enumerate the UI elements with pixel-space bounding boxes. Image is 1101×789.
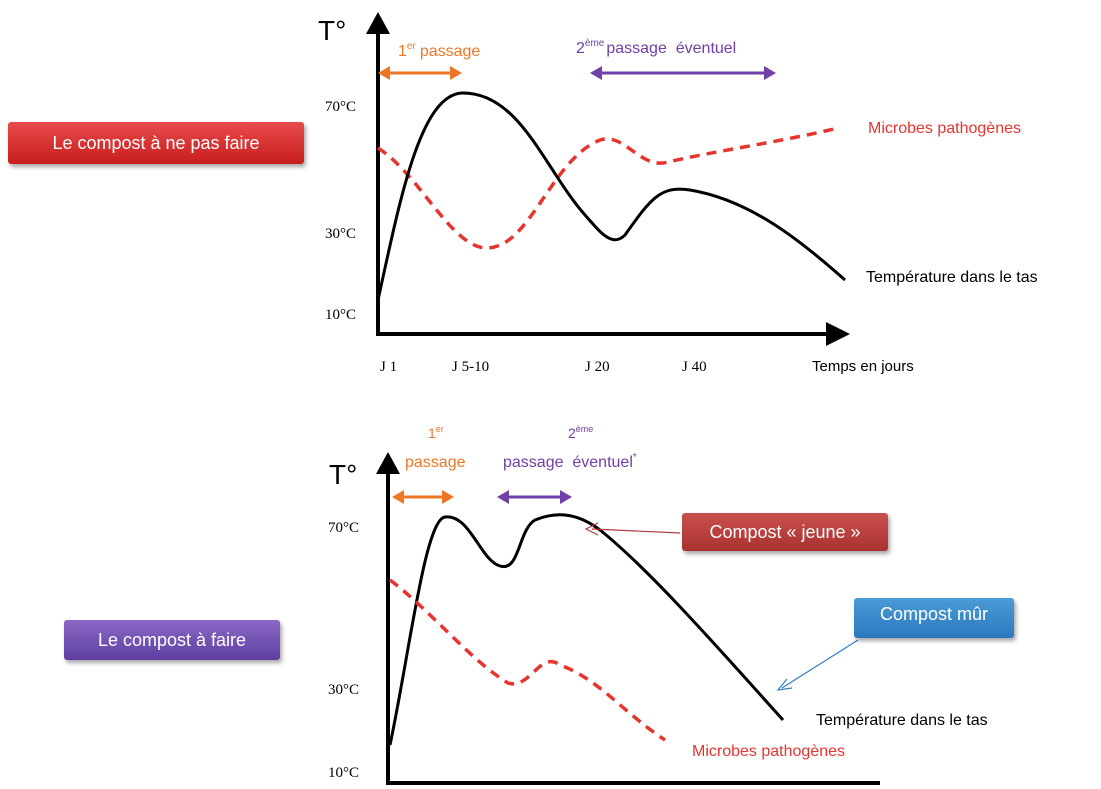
young-compost-arrowhead <box>584 522 599 536</box>
top-y-axis-label: T° <box>318 15 346 46</box>
badge-young-compost: Compost « jeune » <box>682 513 888 551</box>
top-passage-2-sup: ème <box>585 38 605 49</box>
bottom-passage-2-arrow-right <box>560 490 572 504</box>
top-xtick-j5-10: J 5-10 <box>452 359 489 375</box>
top-passage-1-arrow-right <box>450 66 462 80</box>
top-x-axis-arrow <box>826 322 850 346</box>
bottom-microbes-label: Microbes pathogènes <box>692 743 845 760</box>
bottom-passage-1-sup: er <box>436 424 444 434</box>
bottom-passage-1-arrow-left <box>392 490 404 504</box>
badge-young-compost-label: Compost « jeune » <box>709 521 861 542</box>
bottom-passage-2-arrow-left <box>497 490 509 504</box>
bottom-y-axis-label: T° <box>329 459 357 490</box>
bottom-microbes-curve <box>388 578 666 742</box>
top-passage-1-word: passage <box>420 43 481 60</box>
top-chart: T° 70°C 30°C 10°C 1er passage 2ème passage… <box>318 12 1038 375</box>
top-passage-1-num: 1 <box>398 43 407 60</box>
badge-compost-to-do: Le compost à faire <box>64 620 280 660</box>
bottom-chart: T° 70°C 30°C 10°C 1er passage 2ème passa… <box>328 424 988 785</box>
top-passage-1-arrow-left <box>378 66 390 80</box>
bottom-passage-1-arrow-right <box>442 490 454 504</box>
badge-compost-to-do-label: Le compost à faire <box>97 629 247 650</box>
badge-compost-not-to-do-label: Le compost à ne pas faire <box>52 132 260 153</box>
top-passage-1-label: 1er passage <box>398 41 480 60</box>
bottom-passage-2-word-line: passage éventuel* <box>503 452 637 471</box>
bottom-passage-1-num: 1 <box>428 425 436 441</box>
top-temperature-label: Température dans le tas <box>866 269 1038 286</box>
top-microbes-curve <box>377 126 839 250</box>
bottom-ytick-10: 10°C <box>328 765 359 781</box>
top-xtick-j1: J 1 <box>380 359 397 375</box>
top-passage-1-sup: er <box>407 41 417 52</box>
bottom-passage-1-word: passage <box>405 454 466 471</box>
badge-mature-compost-label: Compost mûr <box>879 604 989 624</box>
bottom-passage-2-sup: ème <box>576 424 594 434</box>
top-microbes-label: Microbes pathogènes <box>868 120 1021 137</box>
bottom-passage-2-mark: * <box>633 452 637 463</box>
bottom-passage-2-word: passage éventuel <box>503 454 633 471</box>
top-passage-2-label: 2ème passage éventuel <box>576 38 736 57</box>
top-xtick-j20: J 20 <box>585 359 610 375</box>
bottom-passage-1-num-line: 1er <box>428 424 444 441</box>
top-passage-2-arrow-left <box>590 66 602 80</box>
mature-compost-arrow <box>781 639 859 689</box>
bottom-passage-2-num: 2 <box>568 425 576 441</box>
top-xtick-j40: J 40 <box>682 359 707 375</box>
badge-mature-compost: Compost mûr <box>854 598 1014 638</box>
top-y-axis-arrow <box>366 12 390 34</box>
bottom-ytick-70: 70°C <box>328 520 359 536</box>
bottom-temperature-label: Température dans le tas <box>816 712 988 729</box>
top-passage-2-word: passage éventuel <box>606 40 736 57</box>
top-ytick-70: 70°C <box>325 99 356 115</box>
badge-compost-not-to-do: Le compost à ne pas faire <box>8 122 304 164</box>
top-ytick-30: 30°C <box>325 226 356 242</box>
bottom-ytick-30: 30°C <box>328 682 359 698</box>
bottom-temperature-curve <box>388 513 785 746</box>
top-ytick-10: 10°C <box>325 307 356 323</box>
bottom-passage-2-num-line: 2ème <box>568 424 593 441</box>
young-compost-arrow <box>591 528 681 534</box>
bottom-y-axis-arrow <box>376 452 400 474</box>
top-passage-2-num: 2 <box>576 40 585 57</box>
mature-compost-arrowhead <box>776 678 793 691</box>
top-passage-2-arrow-right <box>764 66 776 80</box>
top-x-axis-label: Temps en jours <box>812 358 914 375</box>
top-temperature-curve <box>376 91 846 301</box>
